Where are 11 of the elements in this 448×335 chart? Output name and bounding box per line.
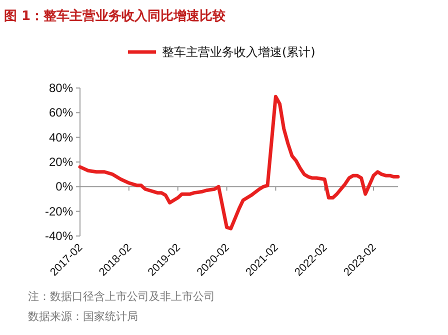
y-tick-label: -20% bbox=[44, 204, 74, 218]
y-tick-label: -40% bbox=[44, 229, 74, 243]
y-tick-label: 20% bbox=[48, 155, 74, 169]
legend-label: 整车主营业务收入增速(累计) bbox=[162, 45, 316, 59]
chart-title: 图 1：整车主营业务收入同比增速比较 bbox=[4, 8, 227, 24]
y-tick-label: 40% bbox=[48, 130, 74, 144]
y-tick-label: 0% bbox=[56, 180, 74, 194]
text: 注：数据口径含上市公司及非上市公司 bbox=[28, 290, 215, 303]
source-note: 数据来源：国家统计局 bbox=[28, 310, 138, 323]
y-tick-label: 80% bbox=[48, 81, 74, 95]
y-tick-label: 60% bbox=[48, 106, 74, 120]
